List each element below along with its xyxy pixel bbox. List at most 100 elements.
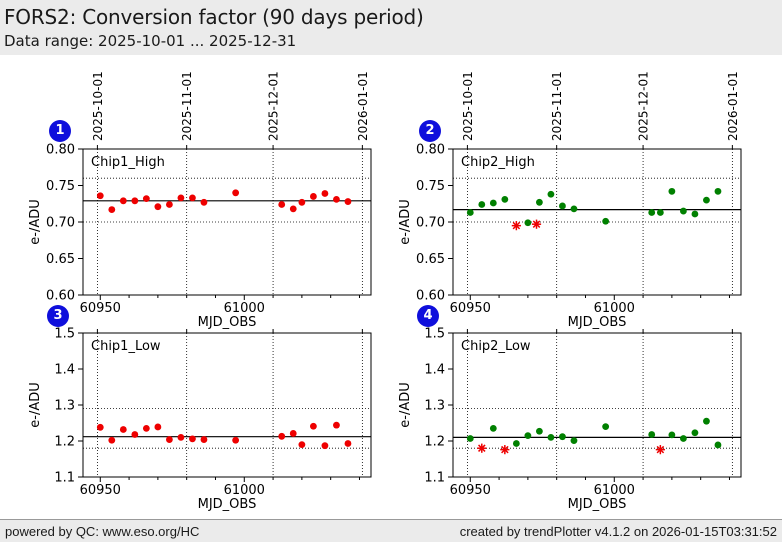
y-tick-label: 1.4 bbox=[54, 363, 75, 378]
data-point bbox=[131, 197, 139, 205]
data-point bbox=[656, 209, 664, 216]
y-tick-label: 0.60 bbox=[416, 289, 445, 304]
data-point bbox=[466, 435, 474, 442]
y-tick-label: 1.3 bbox=[54, 399, 75, 414]
data-point bbox=[547, 434, 555, 441]
data-point bbox=[177, 434, 185, 441]
data-point bbox=[333, 421, 340, 429]
subplot-chip2_low: 60950 61000 1.5 1.4 1.3 1.2 1.1 MJD_OBS e-/ADU Ch… bbox=[398, 327, 742, 512]
subplot-chip1_low: 60950 61000 1.5 1.4 1.3 1.2 1.1 MJD_OBS e-/ADU Ch… bbox=[28, 327, 372, 512]
footer-qc-link[interactable]: powered by QC: www.eso.org/HC bbox=[5, 523, 200, 539]
x-axis-label: MJD_OBS bbox=[568, 315, 627, 330]
data-point bbox=[166, 436, 173, 443]
data-point bbox=[714, 187, 722, 195]
data-point bbox=[232, 436, 240, 444]
data-point bbox=[119, 197, 127, 205]
series-label: Chip2_Low bbox=[461, 339, 531, 354]
y-axis-label: e-/ADU bbox=[398, 199, 413, 245]
data-point bbox=[96, 423, 104, 431]
y-tick-label: 0.75 bbox=[416, 179, 445, 194]
data-point bbox=[344, 440, 352, 447]
date-label: 2026-01-01 bbox=[726, 71, 740, 141]
outlier-point bbox=[500, 445, 510, 455]
y-tick-label: 0.65 bbox=[46, 252, 75, 267]
y-tick-label: 1.5 bbox=[424, 327, 445, 342]
data-point bbox=[691, 210, 699, 218]
y-tick-label: 0.75 bbox=[46, 179, 75, 194]
y-tick-label: 1.5 bbox=[54, 327, 75, 342]
subplot-chip1_high: 60950 61000 2025-10-01 2025-11-01 2025-12-01… bbox=[28, 71, 372, 330]
data-point bbox=[602, 217, 610, 225]
y-tick-label: 0.70 bbox=[46, 216, 75, 231]
y-tick-label: 0.70 bbox=[416, 216, 445, 231]
plots-canvas: 60950 61000 2025-10-01 2025-11-01 2025-12-01… bbox=[28, 71, 742, 512]
data-point bbox=[570, 437, 578, 445]
y-tick-label: 0.80 bbox=[46, 143, 75, 158]
data-point bbox=[177, 194, 185, 202]
data-point bbox=[602, 423, 610, 430]
data-point bbox=[154, 423, 162, 431]
data-point bbox=[108, 206, 116, 213]
data-point bbox=[108, 436, 116, 444]
x-tick-label: 61000 bbox=[594, 483, 635, 498]
data-point bbox=[559, 202, 566, 210]
data-point bbox=[166, 201, 173, 208]
data-point bbox=[512, 440, 520, 447]
data-point bbox=[189, 194, 196, 202]
plot-badge-3: 3 bbox=[47, 305, 69, 327]
data-point bbox=[142, 195, 150, 203]
footer: powered by QC: www.eso.org/HC created by… bbox=[0, 519, 782, 542]
series-label: Chip1_Low bbox=[91, 339, 161, 354]
data-point bbox=[232, 189, 240, 197]
data-point bbox=[298, 198, 306, 206]
date-label: 2025-10-01 bbox=[91, 71, 105, 141]
y-tick-label: 1.1 bbox=[424, 471, 445, 486]
outlier-point bbox=[655, 445, 665, 455]
data-point bbox=[142, 425, 150, 432]
data-point bbox=[298, 441, 306, 448]
data-point bbox=[278, 432, 286, 440]
plot-badge-2: 2 bbox=[419, 120, 441, 142]
data-point bbox=[668, 431, 676, 439]
plots-area: 60950 61000 2025-10-01 2025-11-01 2025-12-01… bbox=[0, 55, 782, 519]
outlier-point bbox=[511, 221, 521, 231]
data-point bbox=[478, 201, 486, 208]
plot-frame bbox=[452, 332, 742, 478]
data-point bbox=[570, 205, 578, 213]
data-point bbox=[333, 195, 340, 203]
outlier-point bbox=[531, 219, 542, 229]
x-axis-label: MJD_OBS bbox=[198, 315, 257, 330]
date-range-subtitle: Data range: 2025-10-01 ... 2025-12-31 bbox=[4, 32, 297, 50]
data-point bbox=[310, 193, 317, 200]
x-axis-label: MJD_OBS bbox=[568, 497, 627, 512]
data-point bbox=[680, 435, 687, 442]
data-point bbox=[668, 187, 676, 195]
y-axis-label: e-/ADU bbox=[28, 382, 43, 428]
x-axis-label: MJD_OBS bbox=[198, 497, 257, 512]
data-point bbox=[501, 195, 509, 203]
x-tick-label: 60950 bbox=[80, 483, 121, 498]
data-points bbox=[96, 189, 352, 213]
x-tick-label: 60950 bbox=[450, 483, 491, 498]
data-point bbox=[691, 429, 699, 437]
x-tick-label: 61000 bbox=[224, 301, 265, 316]
date-label: 2025-12-01 bbox=[637, 71, 651, 141]
series-label: Chip2_High bbox=[461, 155, 535, 170]
y-tick-label: 1.4 bbox=[424, 363, 445, 378]
data-point bbox=[466, 209, 474, 216]
series-label: Chip1_High bbox=[91, 155, 165, 170]
data-point bbox=[344, 198, 352, 205]
data-point bbox=[714, 441, 722, 449]
x-tick-label: 60950 bbox=[80, 301, 121, 316]
data-points bbox=[96, 421, 352, 450]
page-title: FORS2: Conversion factor (90 days period… bbox=[4, 5, 424, 29]
data-point bbox=[154, 203, 162, 211]
data-point bbox=[524, 219, 532, 227]
data-point bbox=[489, 425, 497, 432]
subplot-chip2_high: 60950 61000 2025-10-01 2025-11-01 2025-12-01… bbox=[398, 71, 742, 330]
data-point bbox=[289, 430, 297, 437]
data-point bbox=[680, 207, 687, 215]
date-label: 2025-11-01 bbox=[550, 71, 564, 141]
data-point bbox=[703, 417, 710, 425]
